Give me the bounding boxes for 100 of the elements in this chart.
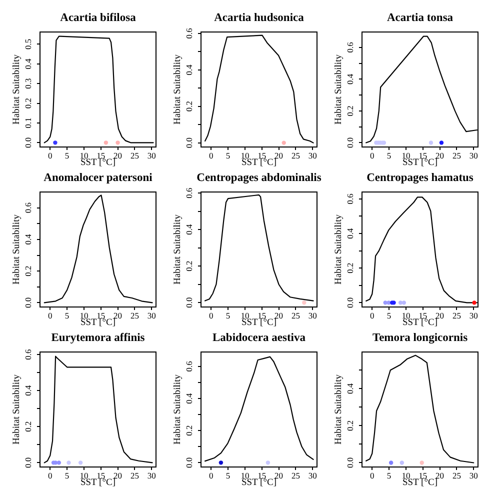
y-tick-label: 0.4 [184, 224, 194, 235]
y-tick-label: 0.2 [184, 425, 194, 436]
y-tick-label: 0.4 [344, 73, 355, 84]
y-tick-label: 0.4 [344, 227, 355, 239]
y-tick-label: 0.4 [22, 58, 33, 70]
y-tick-label: 0.4 [22, 384, 33, 396]
x-axis-title: SST [°C] [80, 478, 116, 488]
x-tick-label: 0 [370, 470, 374, 480]
x-tick-label: 5 [386, 470, 392, 480]
x-tick-label: 30 [147, 310, 156, 320]
y-tick-label: 0.2 [184, 101, 194, 112]
x-tick-label: 30 [308, 150, 317, 160]
x-tick-label: 0 [48, 310, 52, 320]
x-tick-label: 0 [209, 150, 214, 160]
y-tick-label: 0.0 [184, 137, 194, 148]
x-tick-label: 20 [274, 150, 284, 160]
chart-title: Centropages hamatus [366, 171, 474, 185]
y-tick-label: 0.2 [22, 421, 33, 432]
chart-title: Acartia tonsa [386, 11, 454, 25]
y-axis-title: Habitat Suitability [334, 214, 344, 284]
x-axis-title: SST [°C] [241, 318, 277, 328]
x-tick-label: 5 [64, 150, 70, 160]
x-tick-label: 30 [469, 150, 478, 160]
x-tick-label: 20 [436, 470, 444, 480]
x-axis-title: SST [°C] [80, 158, 116, 168]
y-tick-label: 0.4 [184, 64, 194, 76]
y-tick-label: 0.0 [344, 457, 355, 468]
x-tick-label: 20 [274, 470, 284, 480]
x-tick-label: 15 [96, 310, 106, 320]
x-tick-label: 0 [209, 470, 214, 480]
x-tick-label: 15 [96, 150, 106, 160]
y-tick-label: 0.5 [22, 38, 33, 50]
x-tick-label: 20 [114, 310, 122, 320]
chart-title: Labidocera aestiva [212, 331, 306, 345]
y-tick-label: 0.6 [184, 28, 194, 39]
chart-title: Temora longicornis [371, 331, 469, 345]
y-tick-label: 0.2 [344, 106, 355, 116]
y-tick-label: 0.4 [184, 392, 194, 404]
y-axis-title: Habitat Suitability [334, 54, 344, 124]
x-tick-label: 15 [418, 310, 428, 320]
x-axis-title: SST [°C] [241, 158, 277, 168]
y-tick-label: 0.2 [22, 98, 33, 109]
x-tick-label: 0 [370, 310, 374, 320]
x-tick-label: 30 [469, 310, 478, 320]
x-tick-label: 15 [258, 150, 266, 160]
x-axis-title: SST [°C] [241, 478, 277, 488]
y-tick-label: 0.0 [22, 297, 33, 308]
chart-title: Centropages abdominalis [196, 171, 322, 185]
x-tick-label: 15 [96, 470, 106, 480]
y-axis-title: Habitat Suitability [173, 54, 184, 124]
chart-title: Eurytemora affinis [50, 331, 146, 345]
y-axis-title: Habitat Suitability [334, 374, 344, 444]
x-tick-label: 0 [48, 150, 52, 160]
x-tick-label: 15 [258, 470, 266, 480]
x-tick-label: 0 [209, 310, 214, 320]
x-tick-label: 5 [226, 470, 230, 480]
y-tick-label: 0.0 [22, 137, 33, 148]
y-tick-label: 0.1 [22, 118, 33, 128]
x-tick-label: 5 [226, 310, 230, 320]
y-axis-title: Habitat Suitability [173, 374, 184, 444]
chart-title: Acartia bifilosa [59, 11, 137, 25]
chart-title: Acartia hudsonica [213, 11, 305, 25]
chart-title: Anomalocer patersoni [42, 171, 154, 185]
x-tick-label: 15 [258, 310, 266, 320]
y-tick-label: 0.6 [22, 202, 33, 214]
x-tick-label: 0 [370, 150, 374, 160]
x-tick-label: 25 [452, 150, 461, 160]
y-tick-label: 0.4 [344, 382, 355, 394]
y-tick-label: 0.0 [344, 297, 355, 308]
x-tick-label: 5 [386, 310, 392, 320]
x-tick-label: 25 [291, 470, 300, 480]
y-tick-label: 0.0 [184, 457, 194, 468]
y-axis-title: Habitat Suitability [173, 214, 184, 284]
x-tick-label: 30 [147, 470, 156, 480]
x-tick-label: 25 [452, 310, 461, 320]
x-tick-label: 30 [308, 310, 317, 320]
y-axis-title: Habitat Suitability [12, 214, 22, 284]
x-tick-label: 5 [386, 150, 392, 160]
y-tick-label: 0.6 [344, 194, 355, 204]
y-tick-label: 0.2 [184, 260, 194, 272]
y-axis-title: Habitat Suitability [12, 54, 22, 124]
x-axis-title: SST [°C] [402, 478, 438, 488]
x-axis-title: SST [°C] [80, 318, 116, 328]
x-tick-label: 30 [308, 470, 317, 480]
y-tick-label: 0.6 [184, 361, 194, 372]
x-tick-label: 25 [291, 150, 300, 160]
x-tick-label: 20 [114, 150, 122, 160]
x-tick-label: 30 [469, 470, 478, 480]
y-tick-label: 0.0 [184, 297, 194, 308]
y-tick-label: 0.6 [184, 188, 194, 198]
x-tick-label: 25 [130, 310, 139, 320]
y-tick-label: 0.2 [344, 262, 355, 274]
x-tick-label: 20 [114, 470, 122, 480]
x-tick-label: 20 [436, 310, 444, 320]
y-tick-label: 0.4 [22, 233, 33, 245]
y-tick-label: 0.3 [22, 78, 33, 89]
y-axis-title: Habitat Suitability [12, 374, 22, 444]
y-tick-label: 0.6 [344, 42, 355, 53]
x-tick-label: 25 [291, 310, 300, 320]
x-tick-label: 15 [418, 470, 428, 480]
